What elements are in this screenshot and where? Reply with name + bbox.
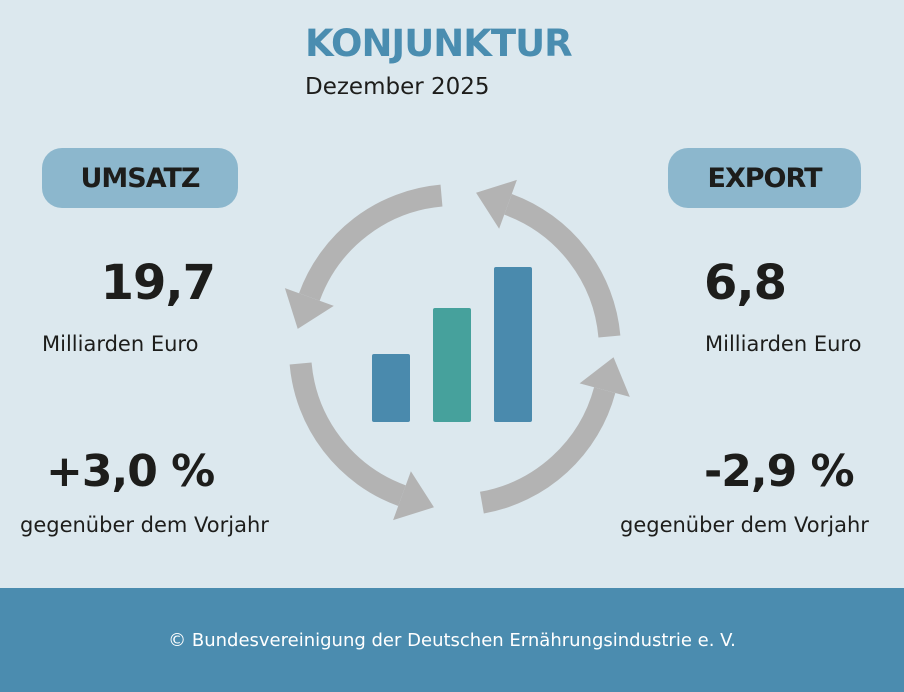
page-subtitle: Dezember 2025 xyxy=(305,74,490,100)
export-change: -2,9 % xyxy=(704,446,855,497)
cycle-arrowhead-2 xyxy=(393,471,434,521)
footer: © Bundesvereinigung der Deutschen Ernähr… xyxy=(0,588,904,692)
cycle-arrow-4 xyxy=(504,194,621,338)
cycle-arrowhead-4 xyxy=(476,179,517,229)
export-value: 6,8 xyxy=(704,255,787,311)
cycle-arrow-1 xyxy=(299,184,443,301)
cycle-arrowhead-3 xyxy=(579,357,630,397)
umsatz-unit: Milliarden Euro xyxy=(42,332,199,356)
icon-bar-2 xyxy=(433,308,471,422)
umsatz-change: +3,0 % xyxy=(46,446,215,497)
export-unit: Milliarden Euro xyxy=(705,332,862,356)
umsatz-reference: gegenüber dem Vorjahr xyxy=(20,513,269,537)
export-label: EXPORT xyxy=(668,148,861,208)
cycle-arrow-3 xyxy=(479,387,616,514)
icon-bar-3 xyxy=(494,267,532,422)
page-title: KONJUNKTUR xyxy=(305,22,573,65)
cycle-arrow-2 xyxy=(289,362,406,506)
export-reference: gegenüber dem Vorjahr xyxy=(620,513,869,537)
icon-bar-1 xyxy=(372,354,410,422)
cycle-arrowhead-1 xyxy=(284,288,334,329)
umsatz-value: 19,7 xyxy=(100,255,216,311)
umsatz-label: UMSATZ xyxy=(42,148,238,208)
copyright-text: © Bundesvereinigung der Deutschen Ernähr… xyxy=(168,629,736,651)
